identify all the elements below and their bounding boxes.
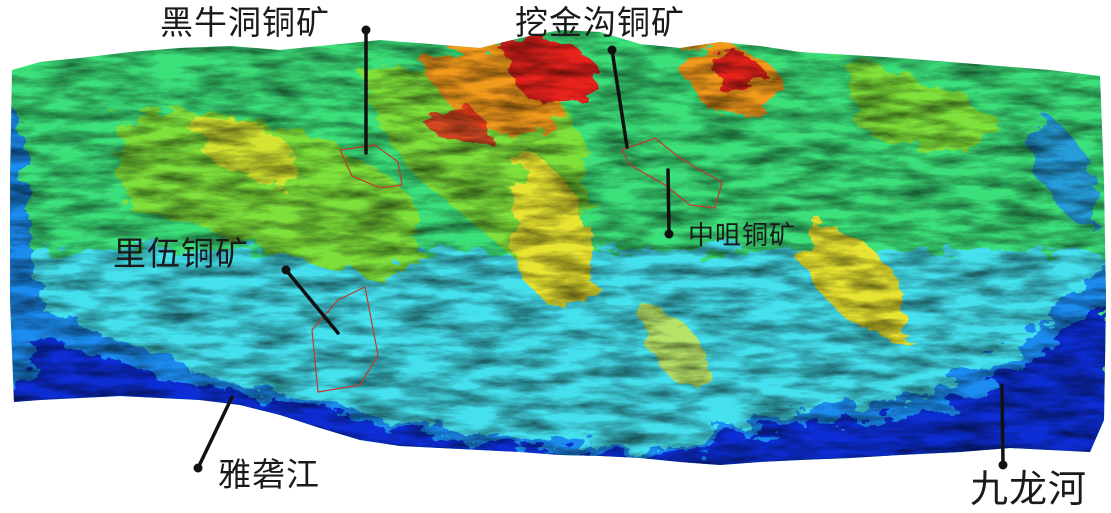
label-heiniudong-mine: 黑牛洞铜矿 [160,3,330,42]
label-jiulonghe-river: 九龙河 [970,467,1088,511]
leader-jiulonghe [1000,383,1005,467]
dot-yalongjiang [193,463,203,473]
dot-jiulonghe [998,460,1008,470]
heiniudong-boundary [339,144,403,189]
leader-lines [196,28,1005,470]
label-liwu-mine: 里伍铜矿 [113,234,249,273]
leader-wajingou [610,48,629,149]
wajingou-boundary [621,137,723,209]
leader-liwu [284,268,340,335]
label-zhongda-mine: 中咀铜矿 [688,221,797,251]
dot-zhongda [664,229,674,239]
leader-zhongda [666,168,671,236]
dot-wajingou [607,45,617,55]
dot-liwu [281,265,291,275]
leader-yalongjiang [196,395,234,470]
label-yalongjiang-river: 雅砻江 [218,455,320,494]
leader-dots [193,25,1008,473]
dot-heiniudong [361,25,371,35]
liwu-boundary [311,286,379,393]
label-wajingou-mine: 挖金沟铜矿 [515,3,685,42]
